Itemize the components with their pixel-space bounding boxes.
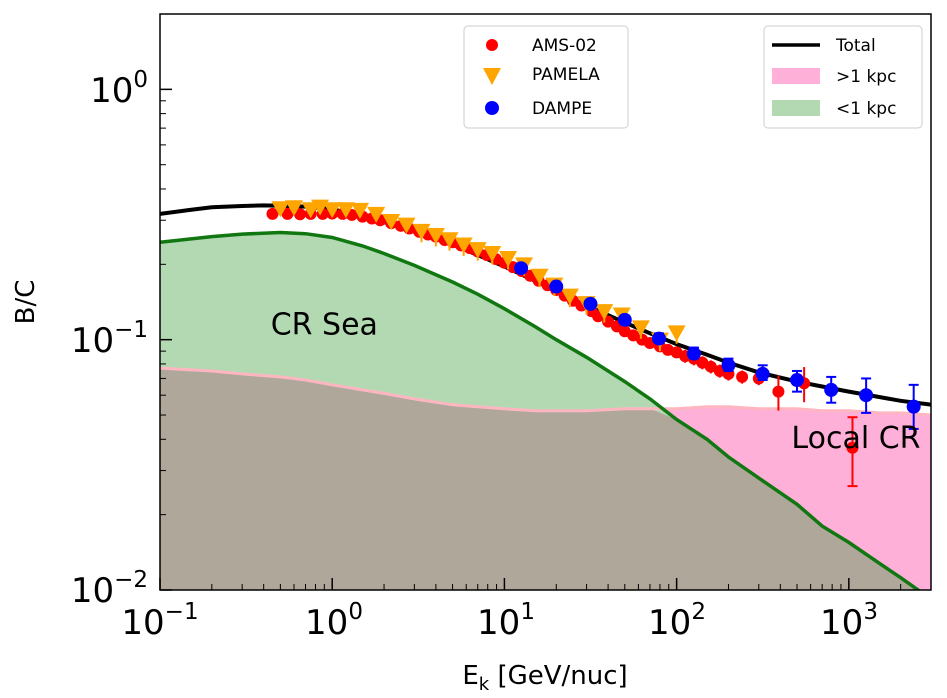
ams02-point xyxy=(704,360,717,373)
x-tick-label-4: 103 xyxy=(820,599,878,643)
pamela-point xyxy=(454,237,473,254)
dampe-point xyxy=(721,358,736,373)
pamela-point xyxy=(631,320,650,337)
ams02-point xyxy=(736,370,749,383)
pamela-point xyxy=(468,242,487,259)
gt1kpc-line xyxy=(160,366,931,417)
pamela-point xyxy=(499,250,518,267)
ams02-point xyxy=(281,207,294,220)
dampe-point xyxy=(583,296,598,311)
pamela-point xyxy=(350,202,369,219)
ams02-point xyxy=(846,441,859,454)
pamela-point xyxy=(271,201,290,218)
pamela-legend-marker xyxy=(483,68,501,85)
y-axis-title: B/C xyxy=(11,280,41,325)
pamela-point xyxy=(530,268,549,285)
data-markers xyxy=(266,199,921,488)
x-tick-label-3: 102 xyxy=(648,599,706,643)
pamela-point xyxy=(412,223,431,240)
dampe-point xyxy=(789,373,804,388)
experiment-legend-box xyxy=(463,25,629,129)
experiment-legend: AMS-02 PAMELA DAMPE xyxy=(463,25,629,129)
pamela-point xyxy=(285,200,304,217)
lt1kpc-line xyxy=(160,230,922,590)
x-axis-title: Ek [GeV/nuc] xyxy=(462,661,627,695)
dampe-point xyxy=(824,382,839,397)
pamela-point xyxy=(323,202,342,219)
pamela-point xyxy=(336,202,355,219)
plot-frame xyxy=(159,13,932,591)
local-cr-label: Local CR xyxy=(791,421,920,456)
dampe-point xyxy=(755,366,770,381)
overlap-region-fill xyxy=(160,368,919,590)
pamela-point xyxy=(667,325,686,342)
pamela-point xyxy=(440,232,459,249)
dampe-legend-marker xyxy=(485,101,499,115)
dampe-point xyxy=(617,312,632,327)
y-tick-label-0: 10−2 xyxy=(71,567,148,611)
gt1kpc-legend-patch xyxy=(772,68,820,84)
y-tick-label-1: 10−1 xyxy=(71,317,148,361)
ams02-point xyxy=(772,385,785,398)
total-legend-label: Total xyxy=(835,36,876,56)
ams02-point xyxy=(293,208,306,221)
ams02-point xyxy=(266,207,279,220)
lt1kpc-legend-label: <1 kpc xyxy=(836,99,896,119)
pamela-point xyxy=(397,217,416,234)
y-tick-label-2: 100 xyxy=(90,67,148,111)
fill-layer xyxy=(160,203,931,590)
dampe-point xyxy=(906,399,921,414)
dampe-point xyxy=(549,279,564,294)
pamela-point xyxy=(367,206,386,223)
gt1kpc-legend-label: >1 kpc xyxy=(836,67,896,87)
pamela-point xyxy=(426,227,445,244)
pamela-point xyxy=(595,304,614,321)
x-tick-label-2: 101 xyxy=(477,599,535,643)
dampe-point xyxy=(859,388,874,403)
pamela-point xyxy=(560,288,579,305)
ams02-legend-marker xyxy=(486,39,498,51)
ams02-legend-label: AMS-02 xyxy=(532,36,597,56)
pamela-legend-label: PAMELA xyxy=(532,65,600,85)
lt1kpc-legend-patch xyxy=(772,100,820,116)
pamela-point xyxy=(382,213,401,230)
dampe-point xyxy=(514,261,529,276)
x-tick-label-1: 100 xyxy=(305,599,363,643)
dampe-point xyxy=(686,346,701,361)
x-tick-label-0: 10−1 xyxy=(121,599,198,643)
cr-sea-label: CR Sea xyxy=(271,307,378,342)
dampe-point xyxy=(651,331,666,346)
component-legend: Total >1 kpc <1 kpc xyxy=(763,25,923,129)
dampe-legend-label: DAMPE xyxy=(532,99,592,119)
pamela-point xyxy=(483,245,502,262)
